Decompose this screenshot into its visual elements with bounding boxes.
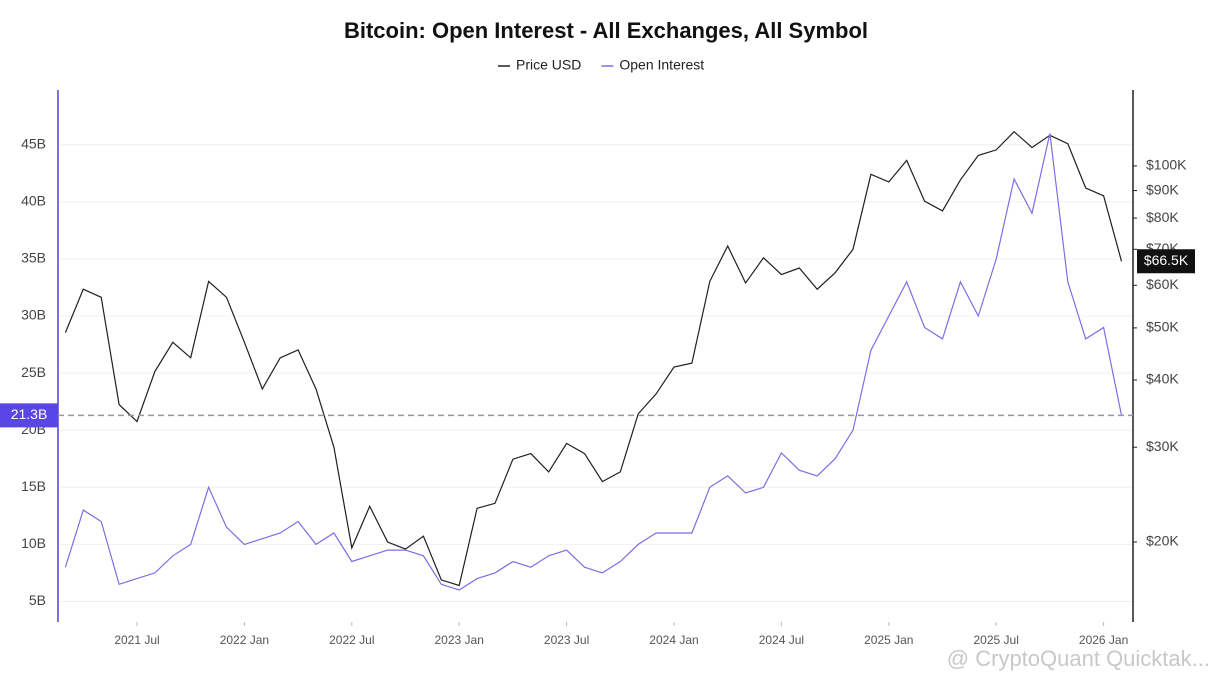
last-value-label: $66.5K xyxy=(1144,252,1189,268)
last-value-box xyxy=(1137,249,1195,274)
y2-tick-label: $30K xyxy=(1146,438,1179,454)
y2-tick-label: $100K xyxy=(1146,157,1187,173)
x-tick-label: 2023 Jan xyxy=(435,633,484,647)
y2-tick-label: $60K xyxy=(1146,276,1179,292)
y-tick-label: 5B xyxy=(29,592,46,608)
x-tick-label: 2022 Jan xyxy=(220,633,269,647)
x-tick-label: 2023 Jul xyxy=(544,633,589,647)
x-tick-label: 2024 Jan xyxy=(649,633,698,647)
y-tick-label: 15B xyxy=(21,478,46,494)
y-tick-label: 10B xyxy=(21,535,46,551)
last-value-label: 21.3B xyxy=(11,406,48,422)
legend-label: Price USD xyxy=(516,57,581,73)
y2-tick-label: $40K xyxy=(1146,371,1179,387)
y-tick-label: 40B xyxy=(21,193,46,209)
series-line xyxy=(64,130,1123,587)
x-tick-label: 2024 Jul xyxy=(759,633,804,647)
x-tick-label: 2022 Jul xyxy=(329,633,374,647)
y2-tick-label: $90K xyxy=(1146,181,1179,197)
y2-tick-label: $20K xyxy=(1146,533,1179,549)
x-tick-label: 2025 Jan xyxy=(864,633,913,647)
x-tick-label: 2026 Jan xyxy=(1079,633,1128,647)
y-tick-label: 30B xyxy=(21,307,46,323)
y-tick-label: 45B xyxy=(21,136,46,152)
x-tick-label: 2021 Jul xyxy=(114,633,159,647)
y2-tick-label: $80K xyxy=(1146,209,1179,225)
y-tick-label: 35B xyxy=(21,250,46,266)
chart-title: Bitcoin: Open Interest - All Exchanges, … xyxy=(344,18,868,43)
y-tick-label: 25B xyxy=(21,364,46,380)
series-line xyxy=(64,133,1123,591)
last-value-box xyxy=(0,403,58,428)
x-tick-label: 2025 Jul xyxy=(974,633,1019,647)
y2-tick-label: $50K xyxy=(1146,319,1179,335)
legend-label: Open Interest xyxy=(619,57,704,73)
watermark: @ CryptoQuant Quicktak... xyxy=(947,646,1210,671)
